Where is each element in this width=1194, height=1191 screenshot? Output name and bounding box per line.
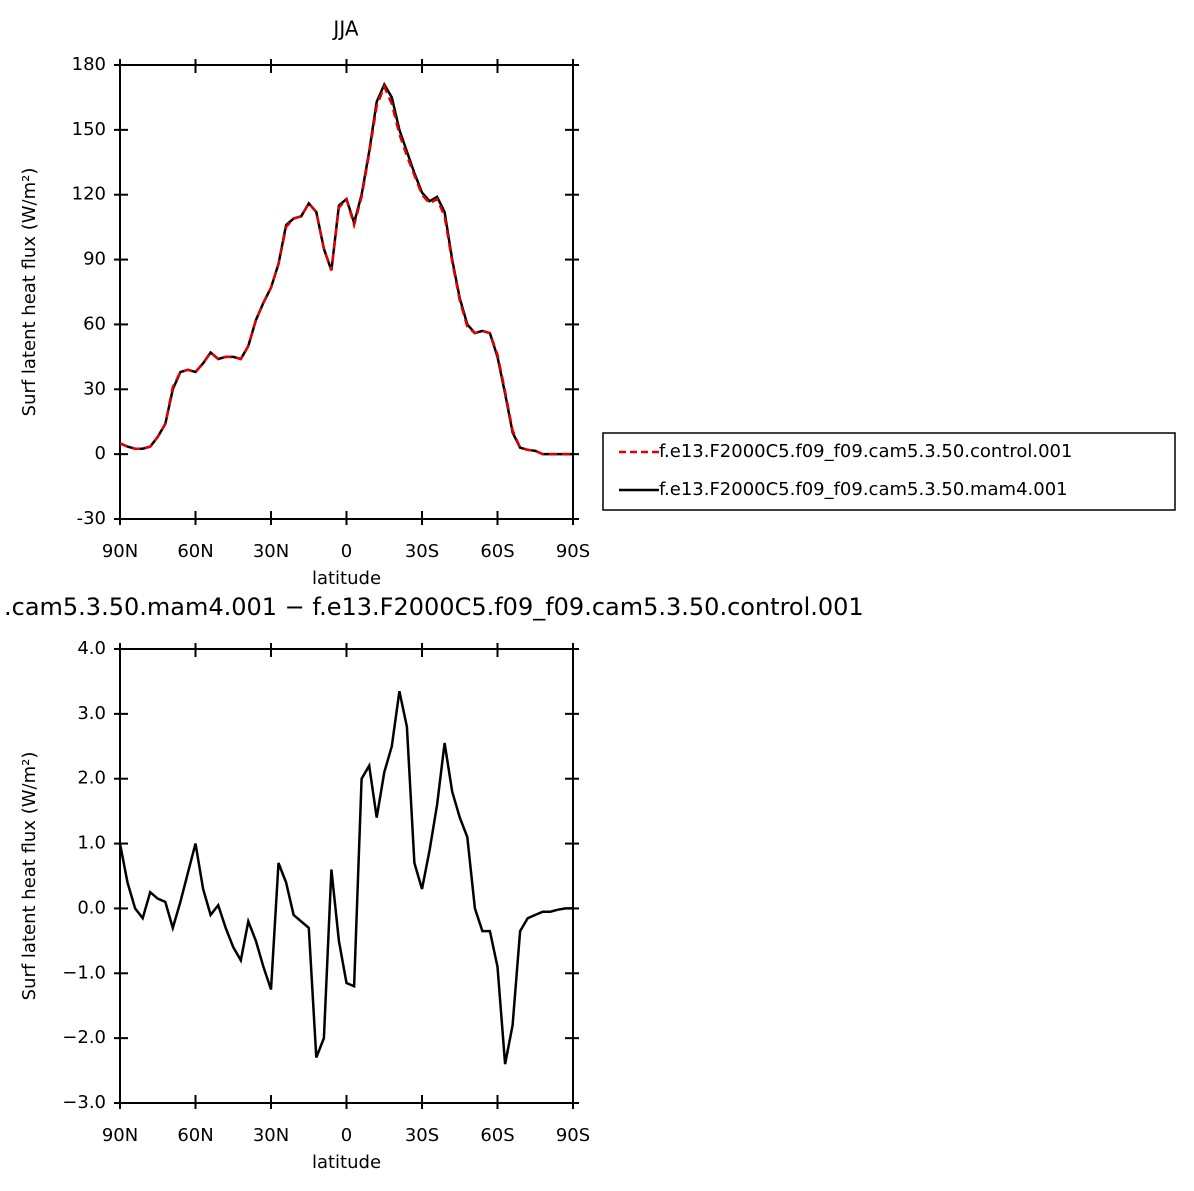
y-tick-label: 120 xyxy=(72,184,106,205)
y-tick-label: -30 xyxy=(77,508,106,529)
x-tick-label: 0 xyxy=(341,1125,352,1146)
x-axis-title: latitude xyxy=(312,1152,381,1173)
x-tick-label: 30S xyxy=(405,1125,439,1146)
x-tick-label: 60N xyxy=(177,541,213,562)
data-line xyxy=(118,690,573,1065)
y-tick-label: 0 xyxy=(95,443,106,464)
x-tick-label: 30S xyxy=(405,541,439,562)
x-tick-label: 90N xyxy=(102,1125,138,1146)
y-axis-title: Surf latent heat flux (W/m²) xyxy=(19,168,40,417)
y-tick-label: −3.0 xyxy=(62,1092,106,1113)
x-tick-label: 60N xyxy=(177,1125,213,1146)
y-tick-label: 3.0 xyxy=(77,703,106,724)
y-tick-label: 30 xyxy=(83,378,106,399)
y-tick-label: 1.0 xyxy=(77,833,106,854)
data-line xyxy=(119,83,573,456)
x-tick-label: 90S xyxy=(556,1125,590,1146)
y-tick-label: 150 xyxy=(72,119,106,140)
x-tick-label: 90N xyxy=(102,541,138,562)
data-line xyxy=(119,81,573,456)
legend-label: f.e13.F2000C5.f09_f09.cam5.3.50.mam4.001 xyxy=(659,479,1068,500)
chart-title: JJA xyxy=(331,17,358,41)
x-tick-label: 30N xyxy=(253,541,289,562)
x-tick-label: 90S xyxy=(556,541,590,562)
y-tick-label: 60 xyxy=(83,313,106,334)
y-tick-label: −2.0 xyxy=(62,1027,106,1048)
legend-label: f.e13.F2000C5.f09_f09.cam5.3.50.control.… xyxy=(659,441,1072,462)
x-tick-label: 60S xyxy=(480,1125,514,1146)
chart-title: .cam5.3.50.mam4.001 − f.e13.F2000C5.f09_… xyxy=(4,593,864,621)
y-axis-title: Surf latent heat flux (W/m²) xyxy=(19,752,40,1001)
y-tick-label: 90 xyxy=(83,249,106,270)
plot-frame xyxy=(119,648,574,1104)
y-tick-label: −1.0 xyxy=(62,962,106,983)
legend-box xyxy=(602,432,1176,511)
y-tick-label: 4.0 xyxy=(77,638,106,659)
x-tick-label: 30N xyxy=(253,1125,289,1146)
plot-frame xyxy=(119,64,574,520)
x-tick-label: 60S xyxy=(480,541,514,562)
x-tick-label: 0 xyxy=(341,541,352,562)
y-tick-label: 0.0 xyxy=(77,897,106,918)
y-tick-label: 180 xyxy=(72,54,106,75)
y-tick-label: 2.0 xyxy=(77,768,106,789)
x-axis-title: latitude xyxy=(312,568,381,589)
